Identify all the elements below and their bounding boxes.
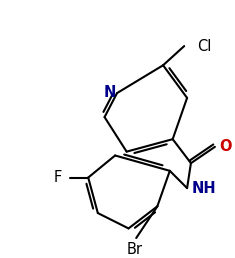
Text: O: O (220, 139, 232, 154)
Text: NH: NH (192, 181, 216, 196)
Text: F: F (54, 170, 62, 185)
Text: Cl: Cl (197, 38, 211, 54)
Text: N: N (104, 85, 117, 100)
Text: Br: Br (126, 242, 142, 257)
